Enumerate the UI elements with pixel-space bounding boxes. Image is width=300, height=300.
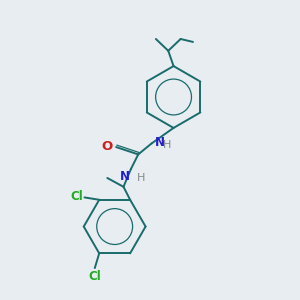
Text: H: H xyxy=(137,173,146,183)
Text: Cl: Cl xyxy=(88,270,101,284)
Text: O: O xyxy=(101,140,112,153)
Text: Cl: Cl xyxy=(70,190,83,203)
Text: H: H xyxy=(163,140,171,150)
Text: N: N xyxy=(120,170,130,183)
Text: N: N xyxy=(154,136,164,149)
